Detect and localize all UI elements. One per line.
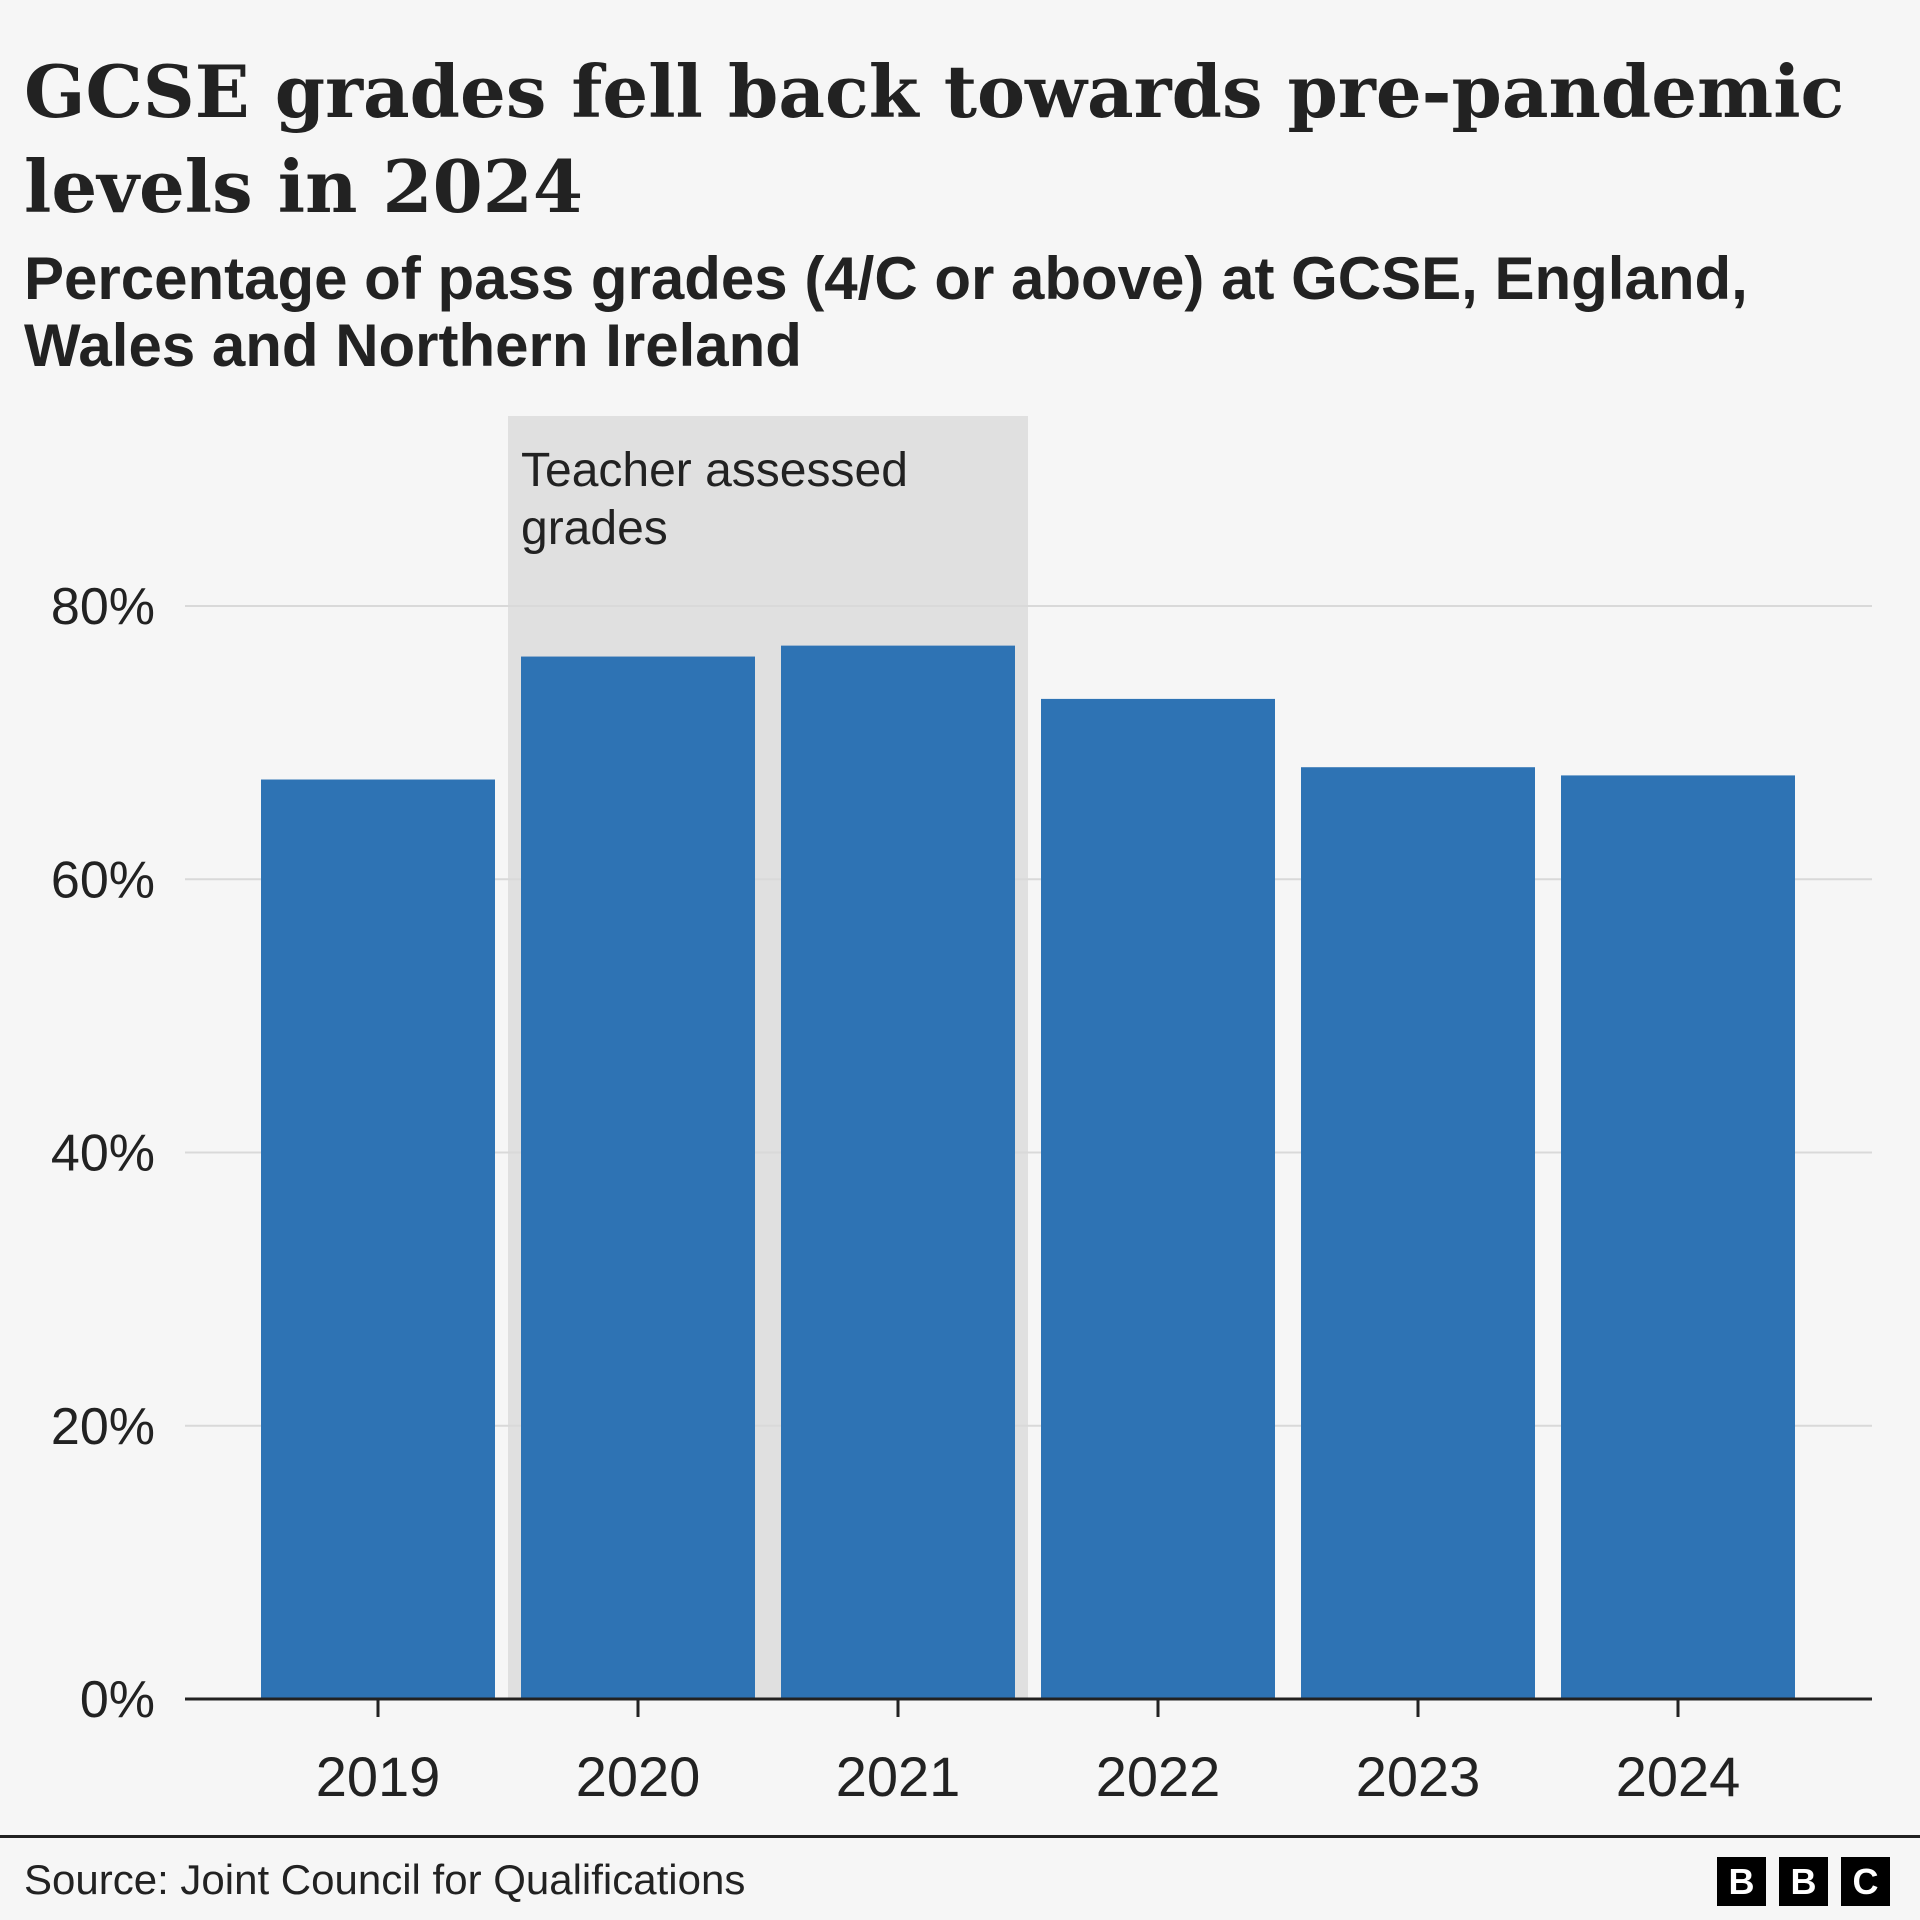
annotation-label: Teacher assessed grades [521, 444, 908, 555]
source-note: Source: Joint Council for Qualifications [24, 1856, 746, 1903]
y-tick-label: 80% [51, 578, 155, 636]
bar [1041, 698, 1275, 1699]
x-tick-label: 2020 [576, 1745, 701, 1808]
x-tick-label: 2022 [1096, 1745, 1221, 1808]
bar [521, 656, 755, 1699]
y-tick-label: 40% [51, 1125, 155, 1183]
bar [261, 779, 495, 1699]
y-tick-label: 20% [51, 1398, 155, 1456]
bbc-logo-block: C [1841, 1857, 1890, 1906]
bar-chart: Teacher assessed grades 0% 20% 40% 60% 80% 2019… [51, 416, 1872, 1808]
bar [781, 645, 1015, 1699]
x-tick-label: 2023 [1356, 1745, 1481, 1808]
chart-title: GCSE grades fell back towards pre-pandem… [24, 49, 1845, 229]
y-tick-label: 60% [51, 851, 155, 909]
x-tick-label: 2021 [836, 1745, 961, 1808]
bar [1301, 767, 1535, 1699]
bbc-logo: B B C [1717, 1857, 1890, 1906]
footer-divider [0, 1835, 1920, 1838]
chart-subtitle: Percentage of pass grades (4/C or above)… [24, 245, 1748, 379]
y-tick-label: 0% [80, 1671, 155, 1729]
bbc-logo-block: B [1717, 1857, 1766, 1906]
bar [1561, 775, 1795, 1699]
x-tick-label: 2024 [1616, 1745, 1741, 1808]
bbc-logo-block: B [1779, 1857, 1828, 1906]
x-tick-label: 2019 [316, 1745, 441, 1808]
